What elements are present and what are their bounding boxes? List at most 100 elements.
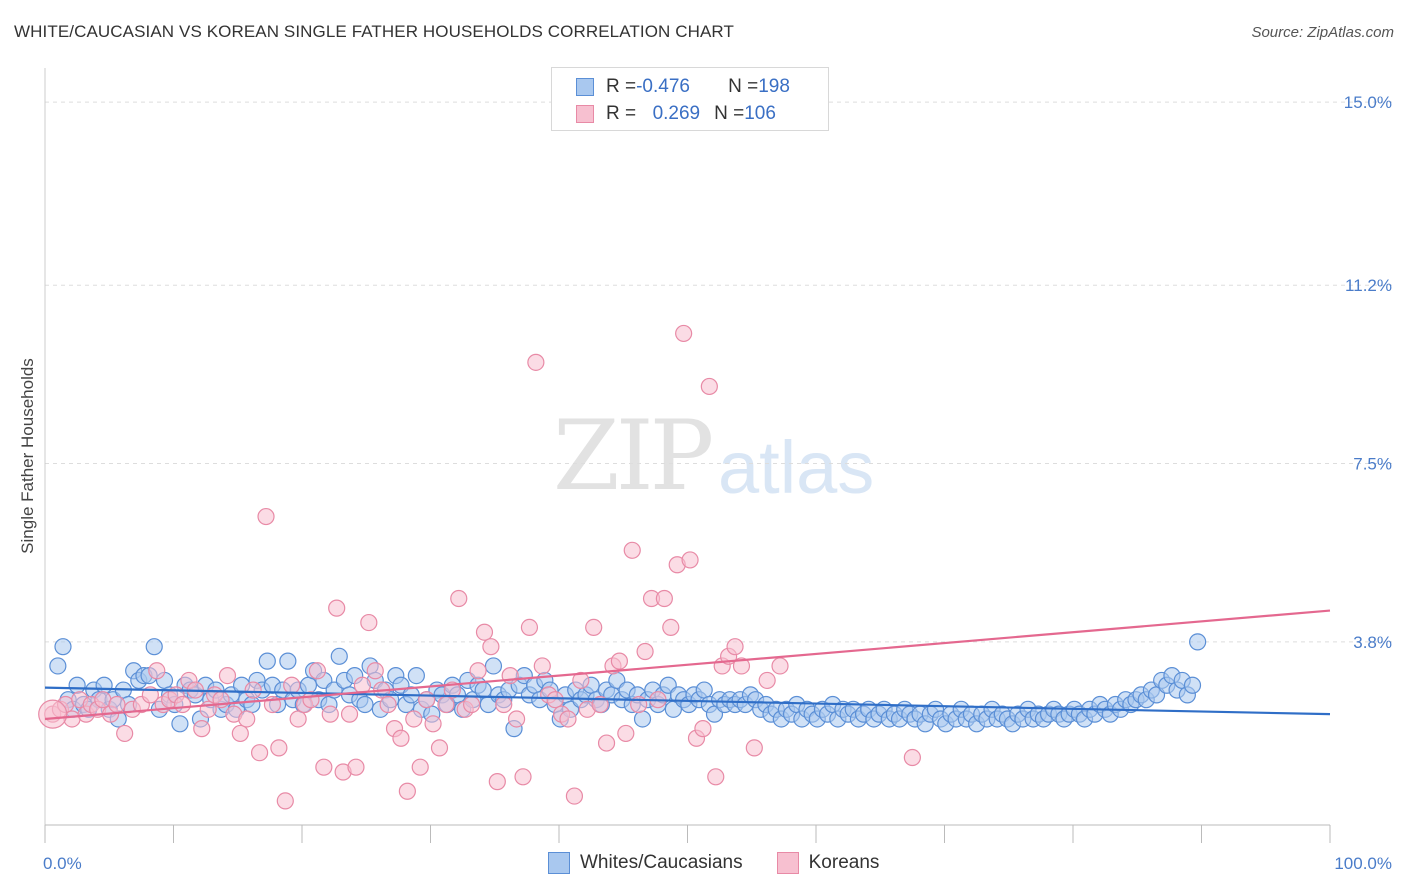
white-point xyxy=(54,638,72,656)
bottom-legend-whites: Whites/Caucasians xyxy=(580,852,743,873)
koreans-trend-line xyxy=(44,609,1331,721)
korean-point xyxy=(533,657,551,675)
legend-r-value: -0.476 xyxy=(636,76,690,97)
bottom-legend-swatch-pink xyxy=(776,852,799,874)
bottom-legend-swatch-blue xyxy=(548,852,570,874)
korean-point xyxy=(495,695,513,714)
korean-point xyxy=(681,551,699,569)
y-tick-label: 15.0% xyxy=(1344,93,1392,112)
korean-point xyxy=(758,671,776,690)
korean-point xyxy=(218,666,237,685)
legend-swatch-pink xyxy=(576,105,594,123)
korean-point xyxy=(520,618,539,637)
korean-point xyxy=(903,748,921,767)
legend-n-value: 198 xyxy=(758,76,790,97)
korean-point xyxy=(636,642,654,661)
korean-point xyxy=(475,623,494,641)
korean-point xyxy=(469,662,487,680)
korean-point xyxy=(283,676,301,694)
legend-n-value: 106 xyxy=(744,103,776,124)
korean-point xyxy=(514,768,532,786)
korean-point xyxy=(108,695,126,714)
korean-point xyxy=(360,613,378,632)
korean-point xyxy=(572,671,590,690)
korean-point xyxy=(655,589,673,608)
korean-point xyxy=(443,681,461,699)
korean-point xyxy=(430,739,449,757)
source-label: Source: ZipAtlas.com xyxy=(1251,24,1394,41)
korean-point xyxy=(308,662,327,680)
watermark-atlas: atlas xyxy=(718,426,875,509)
korean-point xyxy=(411,758,429,776)
legend-row-whites: R = -0.476 N = 198 xyxy=(576,75,790,99)
korean-point-cluster xyxy=(38,699,68,729)
white-point xyxy=(356,695,374,714)
stats-legend: R = -0.476 N = 198 R = 0.269 N = 106 xyxy=(551,67,829,131)
legend-swatch-blue xyxy=(576,78,594,96)
korean-point xyxy=(707,768,725,786)
korean-point xyxy=(148,662,166,680)
korean-point xyxy=(597,734,616,752)
chart-title: WHITE/CAUCASIAN VS KOREAN SINGLE FATHER … xyxy=(14,22,734,41)
korean-point xyxy=(398,782,416,800)
bottom-legend-koreans: Koreans xyxy=(808,852,880,873)
legend-r-value: 0.269 xyxy=(652,103,701,124)
korean-point xyxy=(585,618,603,637)
white-point xyxy=(299,676,318,694)
korean-point xyxy=(546,691,564,709)
white-point xyxy=(407,666,425,685)
legend-n-label: N = xyxy=(728,76,759,97)
korean-point xyxy=(231,724,249,743)
korean-point xyxy=(340,705,359,723)
korean-point xyxy=(662,618,680,637)
korean-point xyxy=(250,744,269,762)
white-point xyxy=(258,652,276,670)
y-tick-label: 11.2% xyxy=(1345,276,1392,295)
korean-point xyxy=(366,662,384,680)
white-point xyxy=(243,695,261,714)
korean-point xyxy=(424,715,442,733)
white-point xyxy=(49,657,67,675)
watermark-zip: ZIP xyxy=(553,400,714,512)
korean-point xyxy=(244,681,262,699)
white-point xyxy=(1183,676,1202,694)
korean-point xyxy=(507,710,526,728)
korean-point xyxy=(116,724,134,743)
white-point xyxy=(145,638,163,656)
korean-point xyxy=(565,787,584,805)
white-point xyxy=(279,652,297,670)
korean-point xyxy=(173,695,192,714)
bottom-legend: Whites/Caucasians Koreans xyxy=(548,852,879,874)
whites-trend-line xyxy=(44,686,1331,716)
white-point xyxy=(484,657,503,675)
korean-point xyxy=(694,720,712,738)
korean-point xyxy=(405,710,423,728)
korean-point xyxy=(617,724,635,743)
korean-point xyxy=(321,705,339,723)
korean-point xyxy=(289,710,307,728)
korean-point xyxy=(392,729,410,747)
x-tick-label: 0.0% xyxy=(43,854,82,873)
y-tick-label: 3.8% xyxy=(1353,633,1392,652)
legend-r-label: R = xyxy=(606,76,637,97)
korean-point xyxy=(675,324,693,343)
korean-point xyxy=(732,657,751,675)
korean-point xyxy=(482,638,500,656)
legend-r-label: R = xyxy=(606,103,637,124)
korean-point xyxy=(463,695,481,714)
legend-n-label: N = xyxy=(714,103,745,124)
korean-point xyxy=(276,792,294,810)
y-tick-label: 7.5% xyxy=(1353,455,1392,474)
white-point xyxy=(695,681,713,699)
korean-point xyxy=(623,541,641,559)
korean-point xyxy=(270,739,288,757)
white-point xyxy=(633,710,652,728)
white-point xyxy=(68,676,86,694)
korean-point xyxy=(193,720,211,738)
korean-point xyxy=(745,739,763,757)
korean-point xyxy=(726,638,744,656)
korean-point xyxy=(450,589,468,608)
korean-point xyxy=(700,377,718,396)
korean-point xyxy=(238,710,256,728)
